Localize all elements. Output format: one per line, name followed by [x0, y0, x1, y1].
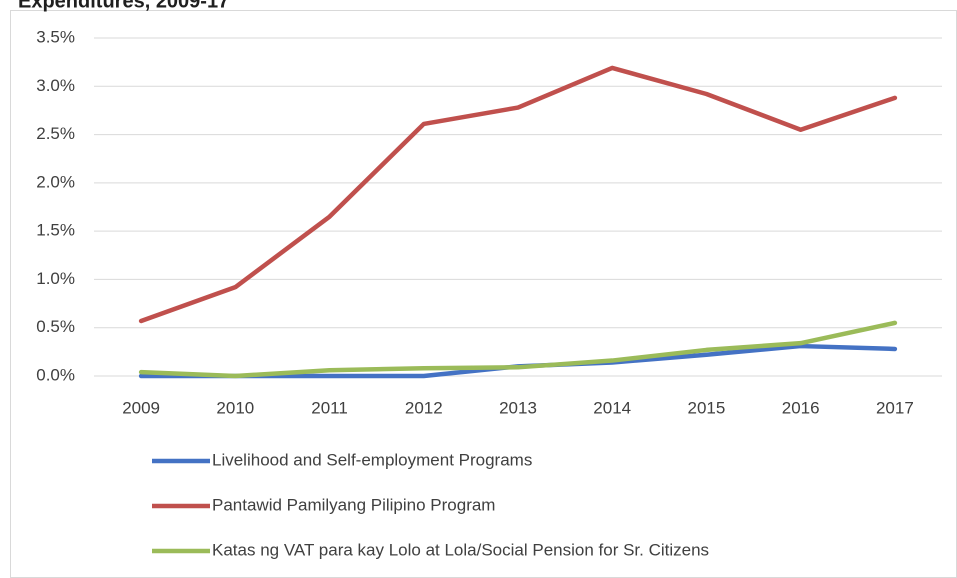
y-tick-label: 1.0% [36, 269, 75, 288]
legend-label: Livelihood and Self-employment Programs [212, 450, 532, 469]
y-tick-label: 0.0% [36, 365, 75, 384]
series-line [138, 320, 898, 379]
series-line [138, 65, 898, 324]
x-tick-label: 2015 [688, 398, 726, 417]
x-tick-label: 2014 [593, 398, 631, 417]
x-tick-label: 2010 [216, 398, 254, 417]
y-tick-label: 3.0% [36, 76, 75, 95]
legend-label: Pantawid Pamilyang Pilipino Program [212, 495, 495, 514]
y-tick-label: 2.5% [36, 124, 75, 143]
chart-border [10, 10, 957, 578]
x-tick-label: 2016 [782, 398, 820, 417]
y-tick-label: 1.5% [36, 221, 75, 240]
chart-title: Expenditures, 2009-17 [18, 0, 229, 12]
y-tick-label: 2.0% [36, 172, 75, 191]
y-tick-label: 3.5% [36, 27, 75, 46]
legend-label: Katas ng VAT para kay Lolo at Lola/Socia… [212, 540, 709, 559]
x-tick-label: 2017 [876, 398, 914, 417]
x-tick-label: 2013 [499, 398, 537, 417]
x-tick-label: 2011 [311, 398, 348, 417]
x-tick-label: 2012 [405, 398, 443, 417]
y-tick-label: 0.5% [36, 317, 75, 336]
x-tick-label: 2009 [122, 398, 160, 417]
